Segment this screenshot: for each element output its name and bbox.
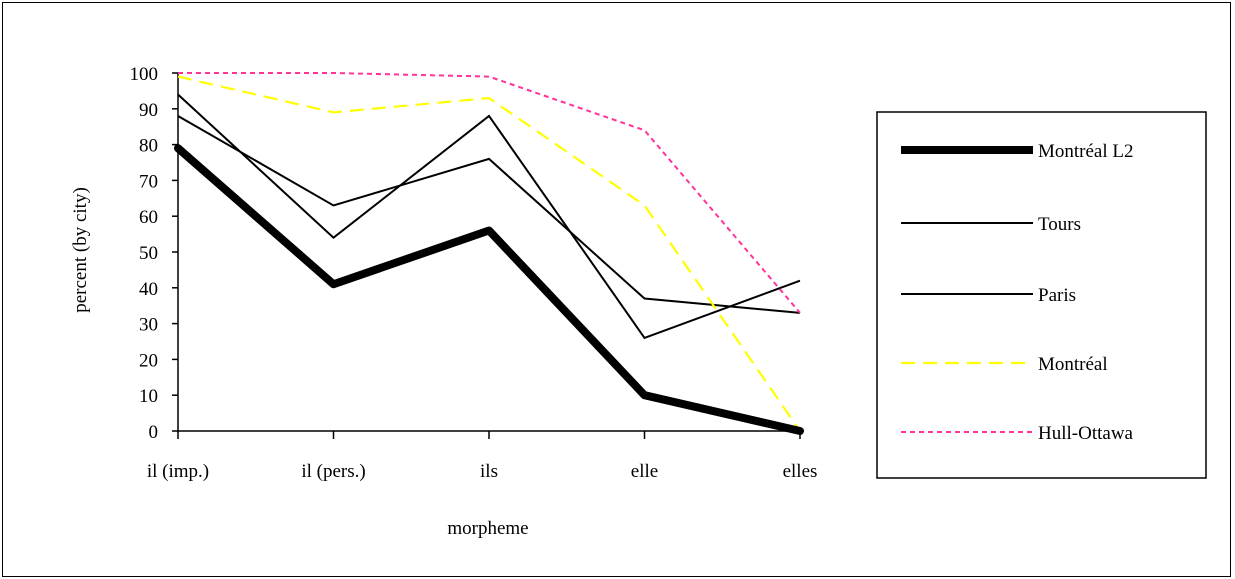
- series-line-hull-ottawa: [178, 72, 801, 314]
- y-tick-label: 100: [130, 64, 159, 85]
- y-tick-label: 10: [139, 386, 158, 407]
- legend-label-hull-ottawa: Hull-Ottawa: [1038, 423, 1134, 444]
- y-tick-label: 80: [139, 136, 158, 157]
- y-tick-label: 50: [139, 243, 158, 264]
- y-tick-label: 90: [139, 100, 158, 121]
- series-line-tours: [177, 115, 801, 314]
- x-tick-label: il (imp.): [147, 461, 209, 482]
- legend-label-montr-al: Montréal: [1038, 354, 1108, 375]
- y-tick-label: 0: [149, 422, 159, 443]
- x-tick-label: ils: [480, 461, 498, 482]
- legend-label-montr-al-l2: Montréal L2: [1038, 141, 1134, 162]
- x-tick-label: il (pers.): [301, 461, 365, 482]
- series-line-montr-al-l2: [174, 144, 804, 435]
- x-tick-label: elles: [783, 461, 818, 482]
- legend: Montréal L2 Tours Paris Montréal Hull-Ottawa: [901, 141, 1134, 444]
- legend-label-tours: Tours: [1038, 214, 1081, 235]
- y-axis-label: percent (by city): [70, 187, 91, 313]
- axes: 0 10 20 30 40 50 60 70 80 90 100 il (imp.) il (pers.…: [130, 64, 818, 482]
- y-tick-label: 30: [139, 315, 158, 336]
- y-tick-label: 60: [139, 207, 158, 228]
- y-tick-label: 40: [139, 279, 158, 300]
- x-axis-label: morpheme: [447, 518, 528, 539]
- series-line-paris: [177, 93, 801, 340]
- series-lines: [174, 72, 804, 435]
- legend-label-paris: Paris: [1038, 285, 1076, 306]
- y-tick-label: 20: [139, 350, 158, 371]
- x-tick-label: elle: [631, 461, 658, 482]
- y-tick-label: 70: [139, 171, 158, 192]
- series-line-montr-al: [177, 75, 801, 432]
